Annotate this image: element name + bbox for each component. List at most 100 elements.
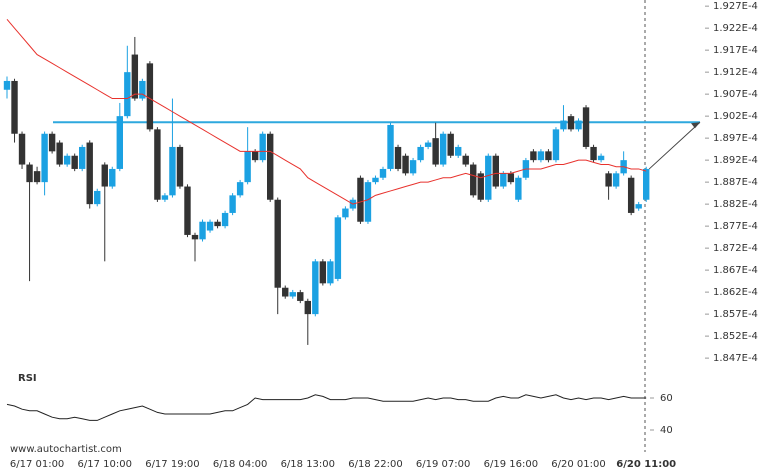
candle-body [79,146,86,169]
candle-body [244,151,251,183]
candle-body [372,177,379,183]
candle-body [312,261,319,315]
candle-body [492,155,499,187]
candle-body [447,133,454,156]
candle-body [236,182,244,196]
candle-body [477,173,484,200]
candle-body [56,142,63,165]
candle-body [485,155,492,200]
rsi-label: RSI [18,373,37,384]
y-tick-label: 1.927E-4 [713,1,758,12]
candle-body [455,146,462,156]
candle-body [154,129,161,200]
candle-body [582,107,590,147]
candle-body [612,173,620,187]
y-tick-label: 1.877E-4 [713,221,758,232]
x-tick-label: 6/18 04:00 [213,459,267,470]
candle-body [560,120,567,130]
candle-body [18,133,26,165]
rsi-tick-label: 60 [660,393,673,404]
candle-body [409,160,417,174]
candle-body [214,221,221,227]
arrow-head [691,122,700,129]
candle-body [605,173,612,187]
y-tick-label: 1.872E-4 [713,243,758,254]
x-tick-label: 6/20 01:00 [551,459,605,470]
candle-body [11,80,18,134]
y-tick-label: 1.897E-4 [713,133,758,144]
candle-body [500,173,507,187]
candle-body [387,124,394,169]
candle-body [364,182,372,222]
candle-body [327,261,334,284]
y-tick-label: 1.922E-4 [713,23,758,34]
y-tick-label: 1.917E-4 [713,45,758,56]
moving-average [6,19,647,205]
candle-body [191,234,199,240]
x-label-box [619,456,674,472]
candle-body [439,133,447,165]
candle-body [206,221,214,231]
candle-body [319,261,327,284]
candle-body [48,133,56,152]
candle-body [590,146,597,161]
candle-body [274,199,281,288]
x-tick-label: 6/17 01:00 [10,459,64,470]
x-tick-label: 6/20 11:00 [616,459,676,470]
candle-body [282,287,289,297]
candle-body [221,212,229,227]
candle-body [507,173,515,183]
candle-body [199,221,206,240]
candle-body [643,168,650,200]
x-tick-label: 6/17 10:00 [78,459,132,470]
candle-body [176,146,184,187]
candle-body [169,146,176,196]
candle-body [462,155,469,165]
candle-body [71,155,78,169]
rsi-tick-label: 40 [660,425,673,436]
candle-body [424,142,432,147]
candle-body [33,171,41,183]
candle-body [575,120,582,130]
y-tick-label: 1.907E-4 [713,89,758,100]
candle-body [259,133,266,161]
candle-body [116,116,123,169]
candle-body [627,177,635,213]
candle-body [304,300,311,315]
y-tick-label: 1.882E-4 [713,199,758,210]
y-tick-label: 1.867E-4 [713,265,758,276]
projection-arrow [648,121,701,170]
x-tick-label: 6/19 16:00 [484,459,538,470]
y-tick-label: 1.902E-4 [713,111,758,122]
candle-body [86,142,93,205]
candle-body [515,177,522,200]
y-tick-label: 1.852E-4 [713,331,758,342]
y-tick-label: 1.857E-4 [713,309,758,320]
candle-body [139,80,146,99]
candle-body [229,195,236,213]
candle-body [552,129,560,161]
candle-body [41,133,48,183]
y-tick-label: 1.887E-4 [713,177,758,188]
x-tick-label: 6/19 07:00 [416,459,470,470]
x-tick-label: 6/18 13:00 [281,459,335,470]
candle-body [251,151,259,161]
candle-body [63,155,71,165]
candle-body [530,151,537,161]
candle-body [289,292,296,297]
candle-body [357,177,364,222]
x-tick-label: 6/17 19:00 [145,459,199,470]
candle-body [537,151,545,161]
rsi-line [6,394,647,421]
candle-body [26,164,33,183]
candle-body [124,72,131,117]
candle-body [417,146,424,161]
candle-body [297,292,304,301]
candle-body [3,80,11,90]
candle-body [146,63,154,130]
candle-body [635,204,642,209]
candle-body [184,186,191,235]
candle-body [545,151,552,161]
candle-body [101,164,108,187]
